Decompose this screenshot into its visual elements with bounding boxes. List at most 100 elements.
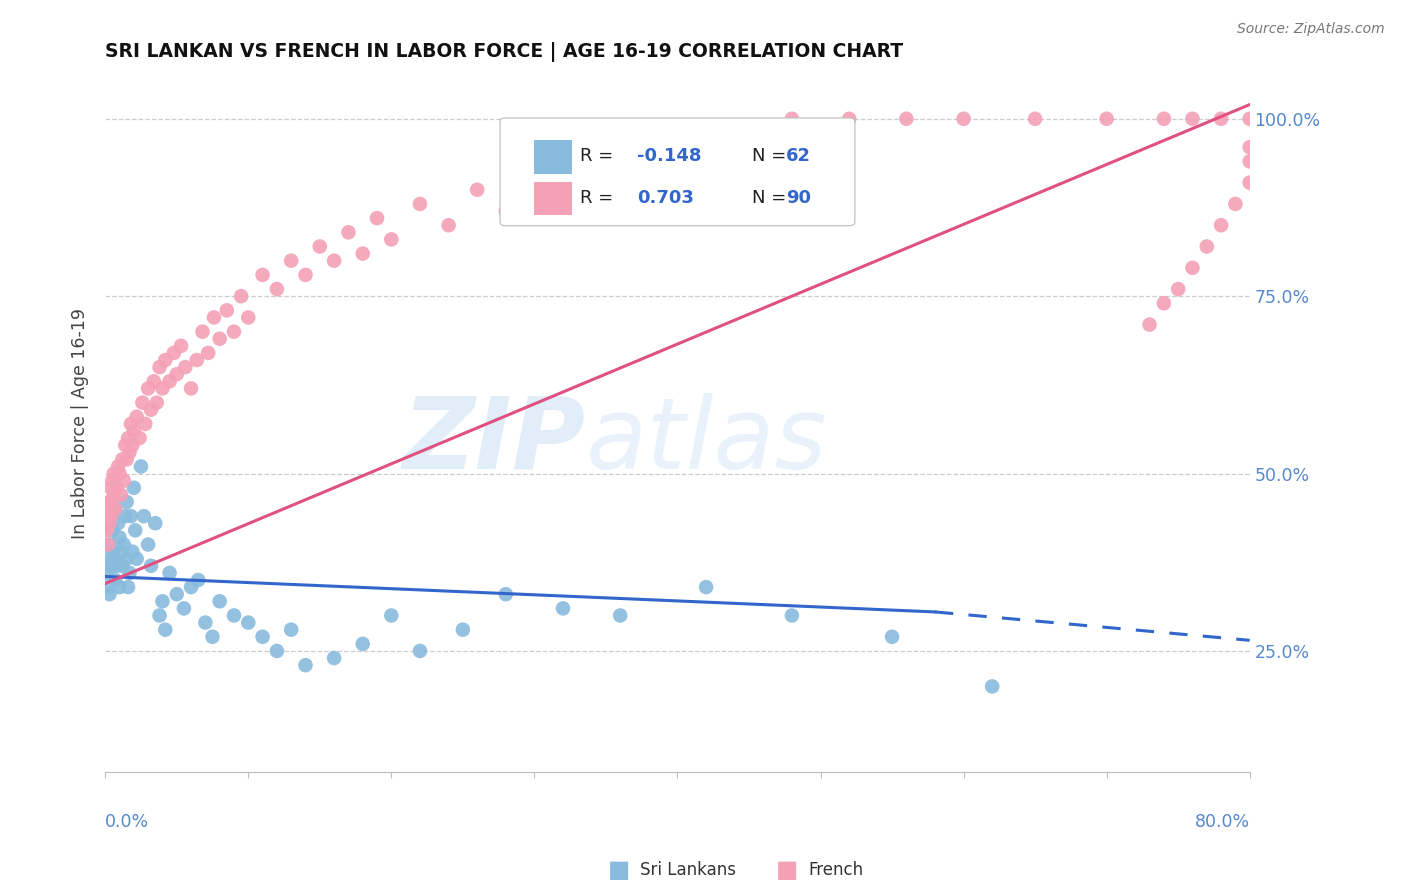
Point <box>98 495 121 509</box>
Point <box>122 481 145 495</box>
Y-axis label: In Labor Force | Age 16-19: In Labor Force | Age 16-19 <box>72 309 89 540</box>
Point <box>352 246 374 260</box>
Point <box>266 644 288 658</box>
Point <box>103 467 125 481</box>
Text: atlas: atlas <box>586 392 828 490</box>
Point <box>567 190 589 204</box>
Point <box>1209 218 1232 232</box>
Point <box>128 431 150 445</box>
Point <box>337 225 360 239</box>
Point <box>108 580 131 594</box>
Point <box>1239 112 1261 126</box>
Point <box>120 509 142 524</box>
Point <box>308 239 330 253</box>
Point <box>170 339 193 353</box>
Point <box>409 197 432 211</box>
Point <box>238 615 260 630</box>
Point <box>105 481 128 495</box>
Point <box>143 516 166 531</box>
Point <box>1167 282 1189 296</box>
Text: 90: 90 <box>786 189 811 207</box>
Point <box>120 417 142 431</box>
Point <box>111 558 134 573</box>
Point <box>194 615 217 630</box>
Point <box>101 524 124 538</box>
Point <box>187 573 209 587</box>
Point <box>695 580 717 594</box>
Point <box>163 346 186 360</box>
Point <box>166 368 188 382</box>
Point <box>1195 239 1218 253</box>
Point <box>117 580 139 594</box>
Point <box>280 253 302 268</box>
Point <box>114 509 136 524</box>
Point <box>124 524 146 538</box>
Point <box>780 608 803 623</box>
Point <box>838 112 860 126</box>
Point <box>780 112 803 126</box>
Point <box>465 183 488 197</box>
Point <box>152 381 174 395</box>
Point <box>294 268 316 282</box>
Point <box>97 580 120 594</box>
Point <box>174 360 197 375</box>
Point <box>136 381 159 395</box>
Point <box>186 353 208 368</box>
Point <box>97 502 120 516</box>
Point <box>1153 112 1175 126</box>
Point <box>409 644 432 658</box>
Point <box>294 658 316 673</box>
Point <box>98 587 121 601</box>
Point <box>115 551 138 566</box>
Point <box>1239 176 1261 190</box>
Point <box>110 488 132 502</box>
Point <box>112 474 135 488</box>
Point <box>98 516 121 531</box>
Point <box>148 360 170 375</box>
Point <box>666 140 689 154</box>
Point <box>1153 296 1175 310</box>
Point <box>1239 140 1261 154</box>
Point <box>105 558 128 573</box>
Point <box>609 154 631 169</box>
Point <box>115 495 138 509</box>
Point <box>451 623 474 637</box>
FancyBboxPatch shape <box>501 118 855 226</box>
Point <box>437 218 460 232</box>
Point <box>112 537 135 551</box>
Point <box>136 537 159 551</box>
Point <box>952 112 974 126</box>
Point <box>724 126 747 140</box>
Point <box>121 544 143 558</box>
Point <box>104 502 127 516</box>
Point <box>323 253 346 268</box>
Text: 0.0%: 0.0% <box>105 814 149 831</box>
Point <box>880 630 903 644</box>
Point <box>323 651 346 665</box>
Point <box>208 594 231 608</box>
Point <box>134 417 156 431</box>
Point <box>114 438 136 452</box>
FancyBboxPatch shape <box>534 182 572 215</box>
Text: Sri Lankans: Sri Lankans <box>640 861 735 879</box>
Point <box>1139 318 1161 332</box>
Point <box>139 558 162 573</box>
Text: French: French <box>808 861 863 879</box>
Point <box>229 289 252 303</box>
Point <box>100 481 122 495</box>
Point <box>108 530 131 544</box>
Point <box>252 268 274 282</box>
Point <box>101 495 124 509</box>
Point <box>238 310 260 325</box>
Point <box>155 623 177 637</box>
Point <box>97 537 120 551</box>
Point <box>191 325 214 339</box>
Point <box>100 551 122 566</box>
Point <box>118 566 141 580</box>
Point <box>107 516 129 531</box>
Point <box>159 374 181 388</box>
Point <box>609 608 631 623</box>
Text: 80.0%: 80.0% <box>1195 814 1250 831</box>
Point <box>98 537 121 551</box>
Point <box>103 551 125 566</box>
